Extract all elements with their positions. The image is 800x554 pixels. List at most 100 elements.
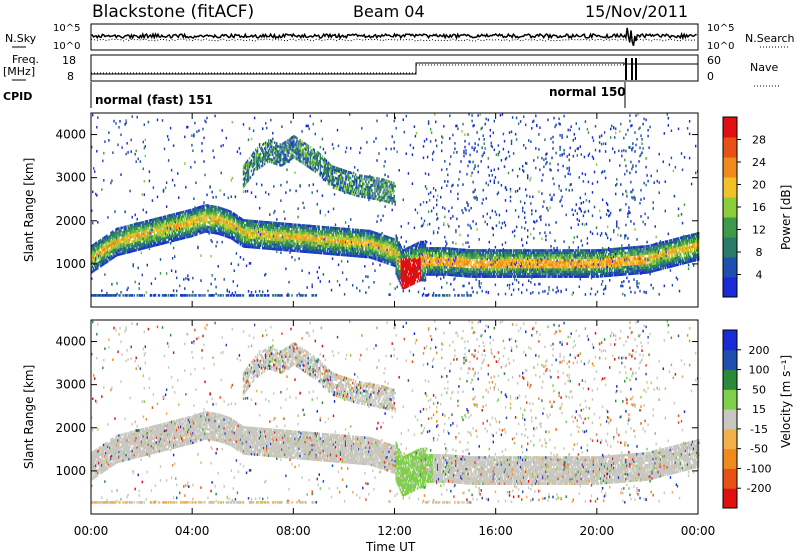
power-cell bbox=[227, 235, 230, 239]
power-cell bbox=[246, 228, 249, 232]
power-cell bbox=[286, 157, 288, 161]
power-cell bbox=[276, 160, 278, 163]
power-cell bbox=[137, 266, 139, 270]
power-cell bbox=[286, 248, 288, 252]
power-cell bbox=[175, 234, 177, 237]
power-cell bbox=[298, 148, 300, 152]
power-cell bbox=[267, 151, 269, 155]
power-cell bbox=[204, 119, 206, 123]
power-cell bbox=[318, 225, 321, 229]
power-cell bbox=[172, 289, 175, 292]
power-cell bbox=[192, 294, 194, 297]
power-cell bbox=[167, 219, 170, 222]
power-cell bbox=[325, 160, 328, 163]
power-cell bbox=[262, 294, 264, 297]
power-cell bbox=[258, 166, 261, 169]
power-cell bbox=[284, 149, 286, 152]
power-cell bbox=[135, 241, 137, 245]
power-cell bbox=[176, 289, 178, 293]
power-cell bbox=[299, 226, 301, 229]
power-cell bbox=[266, 221, 268, 224]
power-cell bbox=[261, 239, 263, 243]
power-cell bbox=[232, 280, 235, 283]
power-cell bbox=[236, 241, 239, 244]
power-cell bbox=[128, 229, 130, 232]
power-cell bbox=[300, 245, 302, 248]
power-cell bbox=[247, 238, 250, 242]
power-cell bbox=[157, 221, 160, 225]
power-cell bbox=[164, 239, 167, 242]
power-cell bbox=[99, 253, 101, 257]
power-cell bbox=[263, 155, 265, 159]
power-cell bbox=[254, 231, 257, 235]
power-cell bbox=[230, 262, 233, 265]
power-cell bbox=[275, 228, 277, 232]
power-cell bbox=[251, 226, 254, 230]
power-cell bbox=[179, 227, 181, 230]
power-cell bbox=[276, 218, 278, 221]
power-cell bbox=[241, 294, 244, 297]
power-cell bbox=[255, 229, 258, 233]
power-cell bbox=[226, 235, 229, 238]
power-cell bbox=[259, 224, 262, 227]
power-cell bbox=[110, 248, 112, 251]
power-cell bbox=[185, 210, 187, 213]
power-cell bbox=[273, 238, 275, 241]
power-cell bbox=[258, 163, 261, 167]
power-cell bbox=[248, 231, 251, 234]
power-cell bbox=[132, 249, 134, 253]
power-cell bbox=[138, 282, 140, 286]
power-cell bbox=[255, 246, 258, 249]
power-cell bbox=[240, 234, 243, 237]
power-cell bbox=[95, 294, 97, 297]
power-cell bbox=[103, 241, 105, 244]
power-cell bbox=[182, 220, 184, 223]
power-cell bbox=[250, 294, 253, 297]
power-cell bbox=[316, 203, 319, 206]
power-cell bbox=[182, 210, 184, 214]
power-cell bbox=[284, 159, 286, 162]
power-cell bbox=[143, 180, 146, 183]
power-cell bbox=[219, 211, 221, 215]
power-cell bbox=[189, 218, 191, 222]
power-cell bbox=[201, 142, 203, 145]
power-cell bbox=[142, 247, 145, 250]
power-cell bbox=[112, 232, 114, 236]
power-cell bbox=[245, 238, 248, 241]
power-cell bbox=[171, 215, 174, 219]
power-cell bbox=[154, 217, 157, 221]
power-cell bbox=[110, 243, 112, 247]
power-cell bbox=[128, 250, 130, 254]
power-cell bbox=[269, 223, 271, 227]
power-cell bbox=[197, 208, 199, 212]
power-cell bbox=[210, 238, 212, 242]
power-cell bbox=[300, 294, 302, 297]
power-cell bbox=[179, 221, 181, 224]
power-cell bbox=[236, 231, 239, 235]
power-cell bbox=[152, 239, 155, 243]
power-cell bbox=[282, 246, 284, 250]
power-cell bbox=[119, 245, 121, 249]
power-cell bbox=[174, 236, 176, 240]
power-cell bbox=[205, 213, 207, 217]
power-cell bbox=[210, 212, 212, 215]
power-cell bbox=[97, 250, 99, 253]
power-cell bbox=[239, 294, 242, 297]
power-cell bbox=[146, 224, 149, 228]
power-cell bbox=[247, 166, 250, 169]
power-cell bbox=[289, 223, 291, 226]
power-cell bbox=[107, 260, 109, 263]
power-cell bbox=[259, 244, 262, 247]
power-cell bbox=[172, 225, 175, 228]
power-cell bbox=[280, 236, 282, 240]
power-cell bbox=[117, 234, 119, 238]
power-cell bbox=[105, 242, 107, 245]
power-cell bbox=[234, 291, 237, 294]
nsearch-label: N.Search bbox=[745, 32, 795, 45]
power-cell bbox=[239, 224, 242, 227]
power-cell bbox=[292, 156, 294, 159]
power-cell bbox=[268, 139, 270, 142]
power-cell bbox=[134, 227, 136, 231]
power-cell bbox=[281, 234, 283, 237]
power-cell bbox=[183, 231, 185, 235]
